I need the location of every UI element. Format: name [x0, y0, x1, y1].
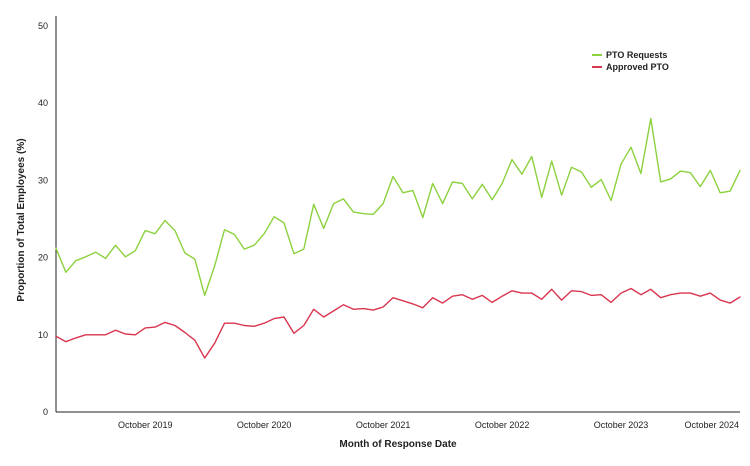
- y-tick-label: 40: [38, 98, 48, 108]
- x-tick-label: October 2022: [475, 420, 530, 430]
- x-tick-labels: October 2019 October 2020 October 2021 Octo…: [118, 420, 739, 430]
- series-lines: [55, 117, 741, 359]
- y-tick-label: 0: [43, 407, 48, 417]
- y-axis-title: Proportion of Total Employees (%): [16, 138, 27, 301]
- legend-label-approved-pto: Approved PTO: [606, 62, 669, 72]
- y-tick-label: 30: [38, 175, 48, 185]
- legend: PTO Requests Approved PTO: [592, 50, 669, 72]
- x-tick-label: October 2021: [356, 420, 411, 430]
- x-tick-label: October 2024: [684, 420, 739, 430]
- legend-label-pto-requests: PTO Requests: [606, 50, 667, 60]
- x-tick-label: October 2019: [118, 420, 173, 430]
- y-tick-labels: 0 10 20 30 40 50: [38, 21, 48, 417]
- y-tick-label: 10: [38, 330, 48, 340]
- x-tick-label: October 2023: [594, 420, 649, 430]
- y-tick-label: 20: [38, 253, 48, 263]
- axes: [55, 16, 740, 413]
- series-line-approved-pto: [55, 287, 741, 359]
- y-tick-label: 50: [38, 21, 48, 31]
- series-line-pto-requests: [55, 117, 741, 297]
- x-axis-title: Month of Response Date: [339, 439, 457, 450]
- x-tick-label: October 2020: [237, 420, 292, 430]
